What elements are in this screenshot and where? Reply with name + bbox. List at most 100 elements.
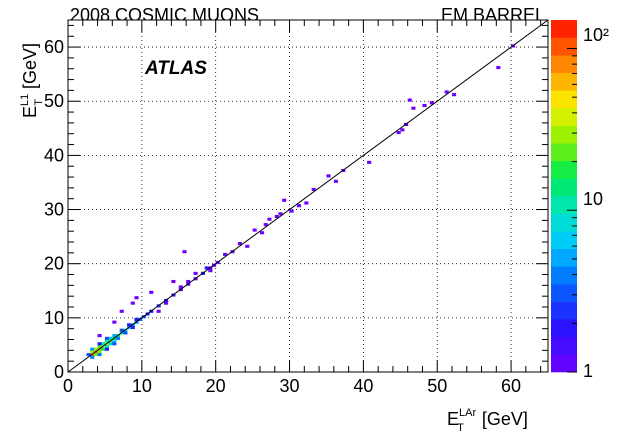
- data-bin: [119, 328, 124, 332]
- data-bin: [411, 106, 416, 110]
- color-scale-band: [551, 266, 577, 285]
- data-bin: [97, 334, 102, 338]
- data-bin: [422, 103, 427, 108]
- data-bin: [208, 269, 213, 273]
- data-bin: [112, 339, 117, 343]
- color-scale-band: [551, 37, 577, 56]
- color-scale-band: [551, 336, 577, 355]
- data-bin: [119, 309, 124, 313]
- data-bin: [400, 128, 405, 132]
- data-bin: [252, 228, 257, 232]
- x-axis-ticks: 0 10 20 30 40 50 60: [63, 20, 542, 396]
- data-bin: [93, 353, 98, 357]
- data-bin: [263, 223, 268, 227]
- data-bin: [90, 355, 95, 359]
- color-scale-band: [551, 354, 577, 373]
- data-bin: [90, 350, 95, 354]
- color-scale-band: [551, 90, 577, 109]
- color-scale-band: [551, 319, 577, 338]
- data-bin: [104, 339, 110, 343]
- y-label-unit: [GeV]: [20, 43, 40, 89]
- color-scale-band: [551, 301, 577, 320]
- data-bin: [108, 342, 113, 346]
- data-bin: [407, 98, 412, 102]
- x-tick-label-30: 30: [280, 376, 300, 396]
- data-bin: [97, 344, 102, 349]
- data-bin: [289, 209, 294, 213]
- data-bin: [93, 347, 98, 351]
- data-bin: [171, 279, 176, 284]
- y-tick-label-40: 40: [44, 145, 64, 165]
- data-bin: [134, 317, 139, 321]
- data-bin: [178, 285, 183, 289]
- y-axis-label: EL1 T [GeV]: [19, 43, 45, 118]
- data-bin: [260, 231, 265, 235]
- data-bin: [86, 353, 91, 357]
- data-bin: [267, 217, 272, 221]
- data-bin: [367, 160, 372, 164]
- color-scale-band: [551, 55, 577, 74]
- data-bin: [311, 187, 316, 191]
- data-bin: [112, 334, 117, 338]
- y-label-symbol: E: [20, 106, 40, 118]
- x-tick-label-40: 40: [353, 376, 373, 396]
- data-bin: [112, 320, 117, 324]
- color-scale-band: [551, 178, 577, 197]
- data-bin: [193, 271, 198, 275]
- data-bin: [108, 336, 113, 340]
- x-label-sup: LAr: [459, 407, 476, 419]
- color-scale-band: [551, 143, 577, 162]
- data-bin: [104, 344, 110, 349]
- data-bin: [333, 179, 338, 183]
- data-bin: [127, 323, 132, 327]
- x-label-symbol: E: [447, 409, 459, 429]
- y-tick-label-30: 30: [44, 200, 64, 220]
- data-bin: [123, 331, 128, 335]
- data-bin: [452, 93, 457, 97]
- data-bin: [304, 201, 309, 205]
- y-tick-label-10: 10: [44, 308, 64, 328]
- color-scale-band: [551, 213, 577, 232]
- x-label-unit: [GeV]: [482, 409, 528, 429]
- data-bin: [130, 301, 135, 305]
- x-tick-label-0: 0: [63, 376, 73, 396]
- data-bin: [282, 198, 287, 202]
- data-bin: [97, 342, 102, 346]
- data-bin: [130, 325, 135, 330]
- data-bin: [101, 342, 106, 346]
- data-bin: [156, 309, 161, 313]
- color-scale-band: [551, 108, 577, 126]
- data-bin: [101, 347, 106, 351]
- y-tick-label-20: 20: [44, 254, 64, 274]
- grid-lines: [68, 20, 548, 372]
- x-tick-label-10: 10: [132, 376, 152, 396]
- data-bin: [296, 204, 302, 208]
- color-scale-label-1: 1: [583, 361, 593, 381]
- color-scale-label-10: 10: [583, 189, 603, 209]
- color-scale-label-100: 10²: [583, 25, 609, 45]
- y-axis-ticks: 0 10 20 30 40 50 60: [44, 24, 548, 382]
- data-bin: [134, 296, 139, 300]
- data-bin: [116, 336, 121, 340]
- data-bin: [104, 336, 110, 340]
- color-scale-band: [551, 231, 577, 250]
- data-bin: [164, 301, 169, 305]
- data-bin: [97, 350, 102, 354]
- data-bin: [396, 131, 401, 135]
- data-bin: [186, 279, 191, 284]
- data-bin: [326, 174, 331, 178]
- data-bin: [182, 250, 187, 254]
- x-tick-label-20: 20: [206, 376, 226, 396]
- data-bin: [278, 212, 283, 216]
- y-tick-label-60: 60: [44, 37, 64, 57]
- atlas-label: ATLAS: [144, 58, 207, 79]
- color-scale-band: [551, 20, 577, 38]
- y-label-sub: T: [33, 99, 45, 106]
- y-tick-label-0: 0: [54, 362, 64, 382]
- data-bin: [274, 214, 279, 219]
- x-axis-label: ELAr T [GeV]: [447, 407, 528, 434]
- x-tick-label-60: 60: [501, 376, 521, 396]
- data-bin: [97, 353, 102, 357]
